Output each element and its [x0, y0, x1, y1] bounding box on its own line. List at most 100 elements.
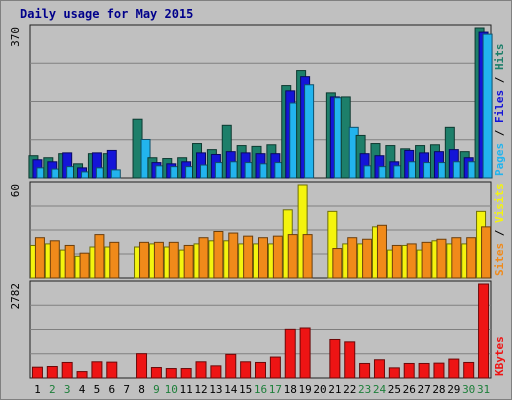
bar-kbytes-day-14: [225, 353, 237, 379]
x-tick-label-day-23: 23: [358, 383, 371, 396]
bar-sites-day-18: [287, 234, 298, 279]
x-tick-label-day-24: 24: [373, 383, 387, 396]
bar-kbytes-day-31: [478, 283, 490, 379]
bar-sites-day-9: [153, 241, 164, 279]
bar-kbytes-day-28: [433, 362, 445, 379]
x-tick-label-day-22: 22: [343, 383, 356, 396]
x-tick-label-day-30: 30: [462, 383, 475, 396]
x-tick-label-day-19: 19: [298, 383, 311, 396]
bar-sites-day-8: [139, 241, 150, 279]
bar-kbytes-day-30: [463, 361, 475, 379]
panel-kbytes: 2782 KBytes: [9, 280, 506, 379]
x-tick-label-day-9: 9: [153, 383, 160, 396]
x-tick-label-day-14: 14: [224, 383, 238, 396]
x-tick-label-day-2: 2: [49, 383, 56, 396]
chart-title: Daily usage for May 2015: [20, 7, 193, 21]
bar-kbytes-day-4: [76, 371, 88, 379]
bar-pages-day-31: [482, 33, 493, 179]
legend-separator: /: [493, 223, 506, 243]
x-axis: 1 2 3 4 5 6 7 8 9 10 11 12 13 14 15 16 17 18 19 20 21 22 23 24 2…: [34, 383, 490, 396]
bar-kbytes-day-24: [373, 359, 385, 379]
bar-kbytes-day-2: [46, 366, 58, 379]
x-tick-label-day-28: 28: [432, 383, 445, 396]
bar-sites-day-16: [258, 237, 268, 279]
x-tick-label-day-13: 13: [209, 383, 222, 396]
bar-sites-day-3: [64, 244, 75, 279]
bar-sites-day-12: [198, 237, 209, 279]
bar-kbytes-day-25: [388, 367, 400, 379]
legend-hits: Pages / Files / Hits: [493, 44, 506, 177]
bar-kbytes-day-19: [299, 327, 311, 379]
legend-separator: /: [493, 70, 506, 90]
legend-separator: /: [493, 123, 506, 143]
y-max-label-hits: 370: [9, 27, 22, 47]
x-tick-label-day-12: 12: [194, 383, 207, 396]
x-tick-label-day-10: 10: [165, 383, 178, 396]
bar-kbytes-day-5: [91, 361, 103, 379]
x-tick-label-day-15: 15: [239, 383, 252, 396]
bar-sites-day-2: [49, 240, 60, 279]
bar-pages-day-6: [110, 169, 121, 179]
x-tick-label-day-21: 21: [328, 383, 341, 396]
legend-visits: Sites / Visits: [493, 183, 506, 276]
bar-kbytes-day-21: [329, 338, 341, 379]
bar-sites-day-6: [109, 241, 120, 279]
bar-kbytes-day-1: [31, 366, 43, 379]
bar-kbytes-day-13: [210, 365, 222, 379]
bar-kbytes-day-6: [106, 361, 118, 379]
bar-kbytes-day-12: [195, 361, 207, 379]
bar-sites-day-19: [302, 234, 313, 279]
bar-sites-day-14: [228, 232, 239, 279]
bar-kbytes-day-27: [418, 362, 430, 379]
bar-sites-day-10: [168, 241, 179, 279]
bar-sites-day-29: [451, 237, 462, 279]
x-tick-label-day-25: 25: [388, 383, 401, 396]
bar-kbytes-day-18: [284, 328, 296, 379]
bar-kbytes-day-26: [403, 362, 415, 379]
bar-kbytes-day-3: [61, 361, 73, 379]
bar-sites-day-21: [332, 248, 343, 279]
x-tick-label-day-26: 26: [403, 383, 416, 396]
panel-visits: 60 Sites / Visits: [9, 181, 506, 279]
bar-sites-day-17: [272, 235, 283, 279]
bar-sites-day-5: [94, 234, 105, 279]
bar-sites-day-11: [183, 244, 194, 279]
legend-item-files: Files: [493, 90, 506, 123]
bar-kbytes-day-15: [240, 361, 252, 379]
legend-item-kbytes: KBytes: [493, 336, 506, 376]
bar-kbytes-day-17: [269, 356, 281, 379]
legend-item-hits: Hits: [493, 44, 506, 71]
bar-sites-day-22: [347, 237, 358, 279]
bar-sites-day-31: [481, 226, 492, 279]
bar-kbytes-day-10: [165, 368, 177, 379]
bar-kbytes-day-23: [359, 362, 371, 379]
bar-sites-day-23: [362, 238, 373, 279]
x-tick-label-day-20: 20: [313, 383, 326, 396]
legend-item-sites: Sites: [493, 243, 506, 276]
legend-item-pages: Pages: [493, 143, 506, 176]
y-max-label-kbytes: 2782: [9, 283, 22, 310]
x-tick-label-day-18: 18: [284, 383, 297, 396]
x-tick-label-day-6: 6: [108, 383, 115, 396]
x-tick-label-day-5: 5: [94, 383, 101, 396]
x-tick-label-day-31: 31: [477, 383, 490, 396]
bar-sites-day-26: [406, 243, 417, 279]
chart-panels: 370 Pages / Files / Hits 60 Sites / Visits 2…: [9, 24, 506, 379]
bar-kbytes-day-22: [344, 341, 356, 379]
bar-kbytes-day-9: [150, 367, 162, 379]
x-tick-label-day-29: 29: [447, 383, 460, 396]
bar-kbytes-day-8: [136, 353, 148, 379]
bar-sites-day-4: [79, 252, 90, 279]
bar-sites-day-28: [436, 238, 447, 279]
bar-sites-day-15: [243, 235, 254, 279]
x-tick-label-day-16: 16: [254, 383, 267, 396]
legend-kbytes: KBytes: [493, 336, 506, 376]
panel-hits: 370 Pages / Files / Hits: [9, 24, 506, 179]
x-tick-label-day-4: 4: [79, 383, 86, 396]
x-tick-label-day-8: 8: [138, 383, 145, 396]
x-tick-label-day-7: 7: [123, 383, 130, 396]
bar-sites-day-25: [391, 244, 402, 279]
bar-kbytes-day-29: [448, 358, 460, 379]
